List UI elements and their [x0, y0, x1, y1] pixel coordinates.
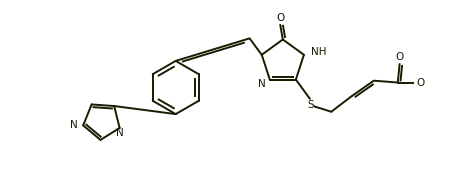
Text: O: O	[276, 13, 284, 23]
Text: S: S	[306, 100, 313, 110]
Text: N: N	[70, 120, 78, 130]
Text: O: O	[416, 78, 424, 88]
Text: O: O	[395, 52, 403, 62]
Text: N: N	[257, 79, 265, 89]
Text: NH: NH	[310, 47, 326, 57]
Text: N: N	[116, 128, 123, 138]
